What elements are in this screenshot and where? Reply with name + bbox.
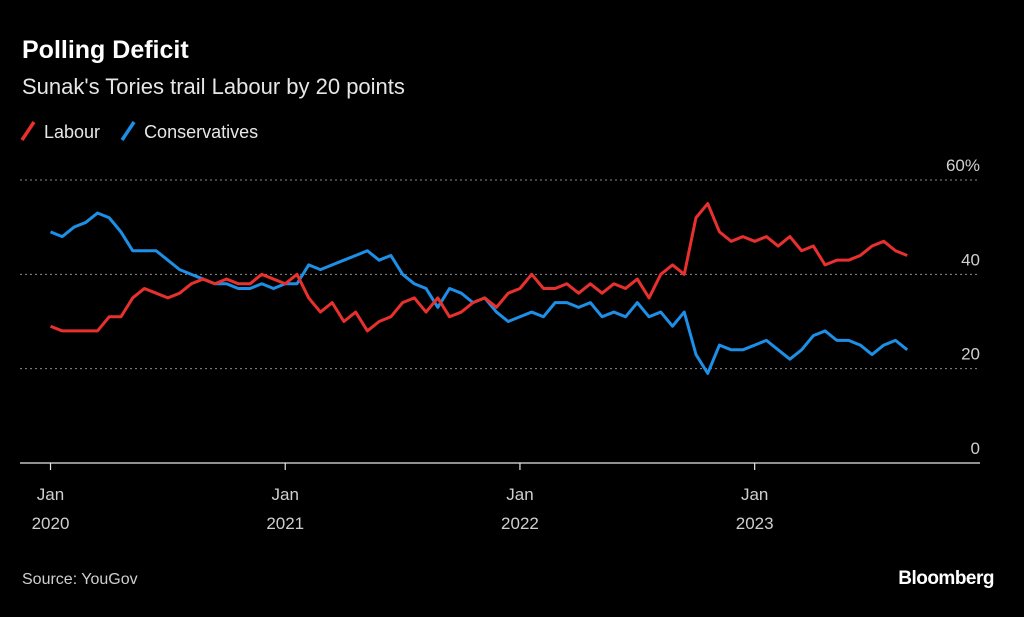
chart-subtitle: Sunak's Tories trail Labour by 20 points: [22, 74, 405, 99]
x-tick-label: Jan 2023: [736, 485, 774, 533]
chart-title: Polling Deficit: [22, 36, 189, 64]
x-tick-label: Jan 2020: [32, 485, 70, 533]
legend-swatch: [120, 121, 136, 141]
y-tick-label: 20: [961, 345, 980, 364]
legend-item: Labour: [20, 121, 100, 142]
series-line: [49, 202, 908, 333]
x-tick-label: Jan 2022: [501, 485, 539, 533]
source: Source: YouGov: [22, 571, 138, 588]
branding: Bloomberg: [898, 568, 994, 589]
legend-label: Conservatives: [144, 122, 258, 142]
legend-swatch: [20, 121, 36, 141]
y-tick-label: 0: [971, 439, 980, 458]
y-tick-label: 60%: [946, 156, 980, 175]
legend-label: Labour: [44, 122, 100, 142]
y-tick-label: 40: [961, 250, 980, 269]
x-tick-label: Jan 2021: [266, 485, 304, 533]
legend-item: Conservatives: [120, 121, 258, 142]
